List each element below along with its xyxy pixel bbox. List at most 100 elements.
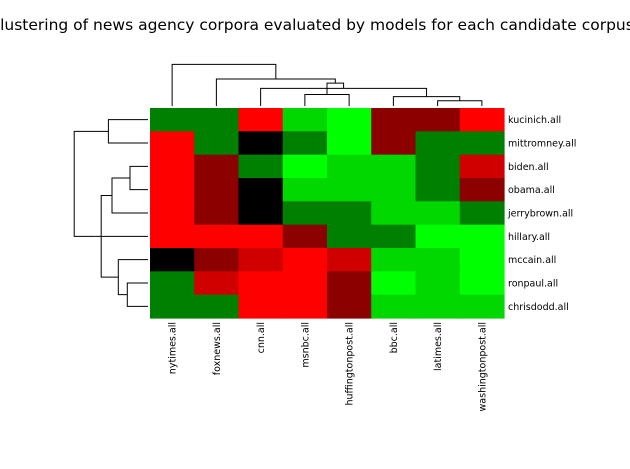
heatmap-cell-obama-nytimes [150,178,195,202]
heatmap-cell-chrisdodd-nytimes [150,294,195,319]
column-label-latimes: latimes.all [433,322,444,371]
chart-title: Clustering of news agency corpora evalua… [0,16,630,34]
heatmap-cell-biden-foxnews [194,154,240,179]
column-dendrogram-branch [392,96,461,106]
heatmap-cell-chrisdodd-cnn [238,294,284,319]
heatmap-cell-ronpaul-washingtonpost [459,271,505,296]
heatmap-cell-obama-washingtonpost [459,178,505,202]
row-dendrogram-branch [107,119,148,144]
column-label-bbc: bbc.all [389,322,400,353]
heatmap-cell-ronpaul-bbc [371,271,417,296]
heatmap-cell-hillary-foxnews [194,224,240,249]
heatmap-cell-biden-cnn [238,154,284,179]
row-dendrogram [73,119,148,307]
heatmap-cell-jerrybrown-cnn [238,201,284,226]
heatmap-cell-mccain-latimes [415,248,461,272]
row-labels: kucinich.all mittromney.all biden.all obama… [507,115,576,313]
heatmap-cells [150,108,505,319]
column-dendrogram-branch [326,82,345,95]
heatmap-cell-hillary-cnn [238,224,284,249]
heatmap-cell-ronpaul-cnn [238,271,284,296]
heatmap-cell-chrisdodd-washingtonpost [459,294,505,319]
column-label-msnbc: msnbc.all [300,322,311,368]
heatmap-cell-ronpaul-huffingtonpost [327,271,372,296]
row-dendrogram-branch [129,165,148,191]
heatmap-cell-biden-latimes [415,154,461,179]
heatmap-cell-jerrybrown-huffingtonpost [327,201,372,226]
row-label-mittromney: mittromney.all [508,139,576,150]
heatmap-cell-obama-huffingtonpost [327,178,372,202]
column-label-huffingtonpost: huffingtonpost.all [345,322,356,405]
heatmap-cell-kucinich-cnn [238,108,284,132]
heatmap-cell-mittromney-msnbc [282,131,328,156]
heatmap-cell-kucinich-foxnews [194,108,240,132]
heatmap-cell-biden-washingtonpost [459,154,505,179]
heatmap-cell-obama-latimes [415,178,461,202]
heatmap-cell-jerrybrown-washingtonpost [459,201,505,226]
heatmap-cell-obama-foxnews [194,178,240,202]
column-label-cnn: cnn.all [256,322,267,353]
heatmap-cell-ronpaul-foxnews [194,271,240,296]
heatmap-cell-kucinich-huffingtonpost [327,108,372,132]
heatmap-cell-hillary-nytimes [150,224,195,249]
heatmap-cell-mccain-huffingtonpost [327,248,372,272]
row-dendrogram-branch [73,130,109,237]
heatmap-cell-jerrybrown-nytimes [150,201,195,226]
heatmap-cell-mccain-bbc [371,248,417,272]
row-dendrogram-branch [126,282,148,307]
heatmap-cell-mittromney-foxnews [194,131,240,156]
heatmap-cell-jerrybrown-foxnews [194,201,240,226]
heatmap-cell-biden-nytimes [150,154,195,179]
heatmap-cell-jerrybrown-bbc [371,201,417,226]
column-label-nytimes: nytimes.all [168,322,179,374]
row-label-obama: obama.all [508,185,555,196]
heatmap-cell-ronpaul-msnbc [282,271,328,296]
column-dendrogram [171,63,483,106]
column-dendrogram-branch [215,78,336,106]
heatmap-cell-jerrybrown-latimes [415,201,461,226]
row-label-mccain: mccain.all [508,255,556,266]
heatmap-cell-obama-cnn [238,178,284,202]
column-label-foxnews: foxnews.all [212,322,223,375]
heatmap-cell-mittromney-huffingtonpost [327,131,372,156]
row-label-chrisdodd: chrisdodd.all [508,302,569,313]
row-label-ronpaul: ronpaul.all [508,279,558,290]
heatmap-cell-kucinich-latimes [415,108,461,132]
heatmap-cell-obama-msnbc [282,178,328,202]
heatmap-cell-chrisdodd-bbc [371,294,417,319]
heatmap-cell-obama-bbc [371,178,417,202]
heatmap-cell-mittromney-latimes [415,131,461,156]
row-label-jerrybrown: jerrybrown.all [507,209,573,220]
heatmap-cell-ronpaul-nytimes [150,271,195,296]
heatmap-cell-mccain-foxnews [194,248,240,272]
heatmap-cell-kucinich-msnbc [282,108,328,132]
column-dendrogram-branch [304,94,350,106]
column-dendrogram-branch [260,87,428,106]
heatmap-cell-mittromney-bbc [371,131,417,156]
heatmap-cell-chrisdodd-huffingtonpost [327,294,372,319]
heatmap-cell-chrisdodd-msnbc [282,294,328,319]
heatmap-cell-kucinich-washingtonpost [459,108,505,132]
row-dendrogram-branch [117,259,148,296]
heatmap-cell-mittromney-cnn [238,131,284,156]
heatmap-cell-chrisdodd-foxnews [194,294,240,319]
heatmap-cell-kucinich-nytimes [150,108,195,132]
heatmap-cell-jerrybrown-msnbc [282,201,328,226]
column-dendrogram-branch [437,100,483,106]
heatmap-cell-hillary-huffingtonpost [327,224,372,249]
heatmap-cell-ronpaul-latimes [415,271,461,296]
heatmap-cell-hillary-msnbc [282,224,328,249]
column-label-washingtonpost: washingtonpost.all [477,322,488,411]
heatmap-cell-mittromney-nytimes [150,131,195,156]
row-label-hillary: hillary.all [508,232,550,243]
heatmap-cell-chrisdodd-latimes [415,294,461,319]
heatmap-cell-biden-msnbc [282,154,328,179]
heatmap-cell-biden-huffingtonpost [327,154,372,179]
heatmap-cell-hillary-washingtonpost [459,224,505,249]
row-label-kucinich: kucinich.all [508,115,561,126]
column-dendrogram-branch [171,63,277,106]
heatmap-cell-hillary-latimes [415,224,461,249]
row-label-biden: biden.all [508,162,549,173]
column-labels: nytimes.all foxnews.all cnn.all msnbc.all hu… [168,322,489,411]
